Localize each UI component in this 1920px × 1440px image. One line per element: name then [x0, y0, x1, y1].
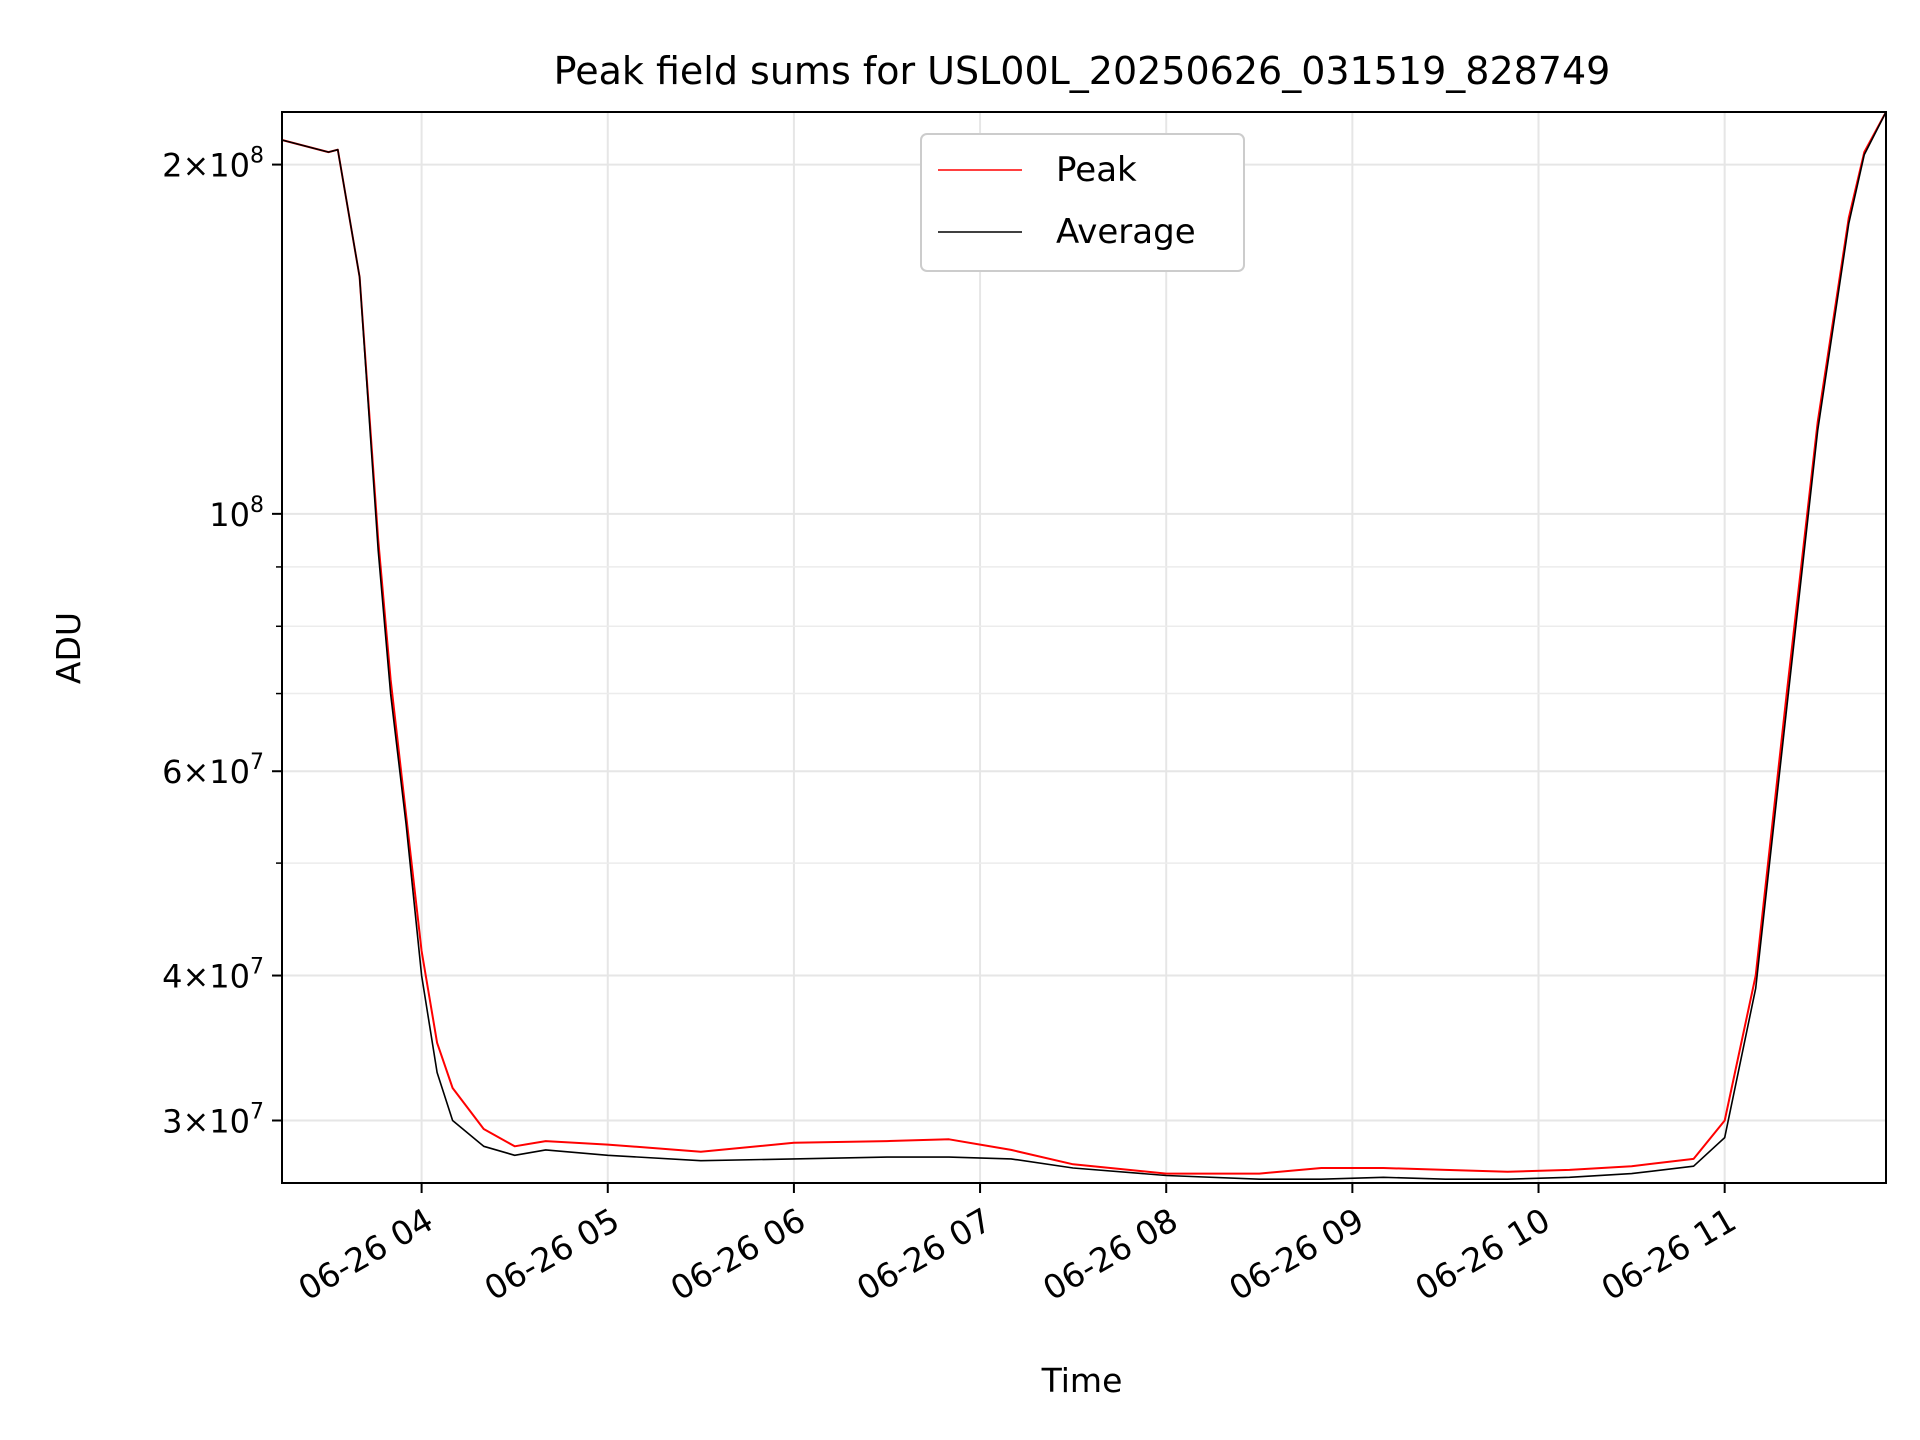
legend-box — [920, 133, 1245, 272]
y-tick-label: 3×107 — [162, 1099, 264, 1140]
y-tick-label: 6×107 — [162, 750, 264, 791]
legend-peak-label: Peak — [1056, 150, 1137, 190]
y-axis: 2×108 108 6×107 4×107 3×107 — [162, 144, 282, 1140]
y-axis-label: ADU — [49, 612, 88, 684]
plot-frame — [281, 111, 1887, 1184]
x-axis-label: Time — [1041, 1361, 1123, 1400]
series-line-average — [281, 111, 1887, 1180]
legend: Peak Average — [920, 133, 1245, 272]
legend-average-label: Average — [1056, 212, 1196, 252]
chart-title: Peak field sums for USL00L_20250626_0315… — [554, 49, 1611, 93]
grid — [282, 112, 1886, 1183]
series-layer — [281, 111, 1887, 1180]
y-tick-label: 2×108 — [162, 144, 264, 185]
y-tick-label: 4×107 — [162, 955, 264, 996]
y-tick-label: 108 — [209, 493, 264, 534]
series-line-peak — [281, 111, 1887, 1175]
